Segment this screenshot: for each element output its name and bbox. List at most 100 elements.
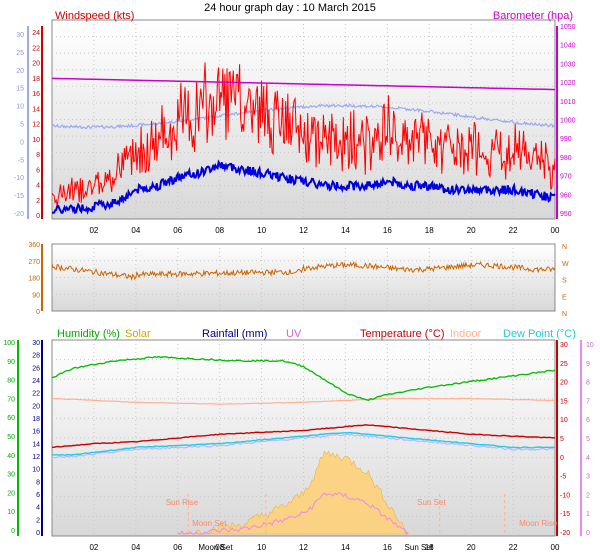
direction-series: [51, 261, 556, 281]
rainfall-tick: 24: [32, 378, 40, 385]
rainfall-tick: 16: [32, 429, 40, 436]
x-tick-label: 16: [383, 226, 392, 235]
compass-letter: E: [562, 294, 567, 301]
wind-x-axis: 02 04 06 08 10 12 14 16 18 20 22 00: [89, 226, 560, 235]
humidity-tick: 10: [7, 509, 15, 516]
wind-left-tick: 5: [20, 122, 24, 129]
temperature-tick: 10: [560, 417, 568, 424]
x-tick-label: 02: [89, 226, 98, 235]
wind-tick: 18: [32, 76, 40, 83]
barometer-axis: 1050 1040 1030 1020 1010 1000 990 980 970 960 950: [556, 24, 576, 219]
sun-rise-annotation: Sun Rise: [166, 498, 199, 507]
humidity-tick: 100: [3, 340, 15, 347]
x-tick-label: 18: [425, 226, 434, 235]
uv-label: UV: [286, 328, 302, 340]
temperature-tick: -10: [560, 492, 570, 499]
barometer-label: Barometer (hpa): [493, 10, 573, 22]
humidity-label: Humidity (%): [57, 328, 120, 340]
temperature-tick: 20: [560, 380, 568, 387]
direction-tick: 90: [32, 292, 40, 299]
wind-left-axis: 30 25 20 15 10 5 0 -5 -10 -15 -20: [14, 26, 29, 219]
indoor-line: [51, 397, 556, 405]
x-tick-label: 10: [257, 543, 266, 552]
wind-left-tick: -5: [18, 157, 24, 164]
chart-title: 24 hour graph day : 10 March 2015: [204, 2, 376, 14]
uv-line: [177, 491, 409, 535]
humidity-tick: 90: [7, 359, 15, 366]
wind-gust-line: [51, 62, 556, 207]
x-tick-label: 06: [173, 226, 182, 235]
barometer-tick: 1050: [560, 24, 576, 31]
wind-tick: 20: [32, 61, 40, 68]
temperature-tick: -15: [560, 511, 570, 518]
x-tick-label: 22: [509, 543, 518, 552]
wind-tick: 14: [32, 106, 40, 113]
wind-average-line: [52, 159, 556, 215]
x-tick-label: 08: [215, 226, 224, 235]
temperature-tick: -5: [560, 474, 566, 481]
wind-tick: 24: [32, 30, 40, 37]
temperature-tick: 25: [560, 361, 568, 368]
wind-left-tick: 20: [16, 68, 24, 75]
wind-tick: 2: [36, 198, 40, 205]
rainfall-tick: 4: [36, 505, 40, 512]
x-tick-label: 22: [509, 226, 518, 235]
rainfall-tick: 18: [32, 416, 40, 423]
dewpoint-line: [51, 431, 556, 457]
x-tick-label: 16: [383, 543, 392, 552]
rainfall-tick: 28: [32, 353, 40, 360]
temp-grid: [52, 340, 555, 536]
indoor-label: Indoor: [450, 328, 482, 340]
wind-tick: 12: [32, 122, 40, 129]
humidity-tick: 0: [11, 528, 15, 535]
temperature-tick: 30: [560, 342, 568, 349]
direction-tick: 270: [28, 259, 40, 266]
sun-set-annotation: Sun Set: [417, 498, 446, 507]
uv-tick: 5: [586, 436, 590, 443]
humidity-tick: 40: [7, 453, 15, 460]
rainfall-tick: 0: [36, 530, 40, 537]
barometer-tick: 1030: [560, 61, 576, 68]
barometer-tick: 990: [560, 136, 572, 143]
uv-tick: 4: [586, 455, 590, 462]
uv-tick: 1: [586, 511, 590, 518]
x-tick-label: 20: [467, 543, 476, 552]
compass-axis: N W S E N: [562, 244, 569, 318]
wind-left-tick: 10: [16, 104, 24, 111]
rainfall-tick: 30: [32, 340, 40, 347]
x-tick-label: 02: [89, 543, 98, 552]
moon-set-annotation: Moon Set: [192, 519, 227, 528]
humidity-tick: 80: [7, 378, 15, 385]
rainfall-tick: 8: [36, 479, 40, 486]
x-tick-label: 14: [341, 543, 350, 552]
wind-tick: 4: [36, 183, 40, 190]
wind-left-tick: 15: [16, 86, 24, 93]
wind-panel-bg: [51, 19, 556, 220]
x-tick-label: 12: [299, 226, 308, 235]
barometer-tick: 960: [560, 192, 572, 199]
x-tick-label: 08: [215, 543, 224, 552]
rainfall-label: Rainfall (mm): [202, 328, 267, 340]
wind-aux-line: [51, 103, 556, 130]
uv-tick: 7: [586, 398, 590, 405]
temp-x-axis: 02 04 06 08 10 12 14 16 18 20 22 00 Moon Set Sun Set: [89, 543, 560, 552]
x-tick-label: 06: [173, 543, 182, 552]
uv-tick: 8: [586, 380, 590, 387]
temperature-line: [52, 424, 555, 448]
humidity-tick: 30: [7, 472, 15, 479]
rainfall-tick: 2: [36, 517, 40, 524]
x-tick-label: 04: [131, 543, 140, 552]
x-tick-label: 00: [551, 226, 560, 235]
dewpoint-label: Dew Point (°C): [503, 328, 576, 340]
humidity-tick: 50: [7, 434, 15, 441]
wind-left-tick: -20: [14, 211, 24, 218]
temperature-tick: 5: [560, 436, 564, 443]
rainfall-tick: 20: [32, 403, 40, 410]
wind-tick: 10: [32, 137, 40, 144]
wind-left-tick: 0: [20, 139, 24, 146]
compass-letter: S: [562, 278, 567, 285]
